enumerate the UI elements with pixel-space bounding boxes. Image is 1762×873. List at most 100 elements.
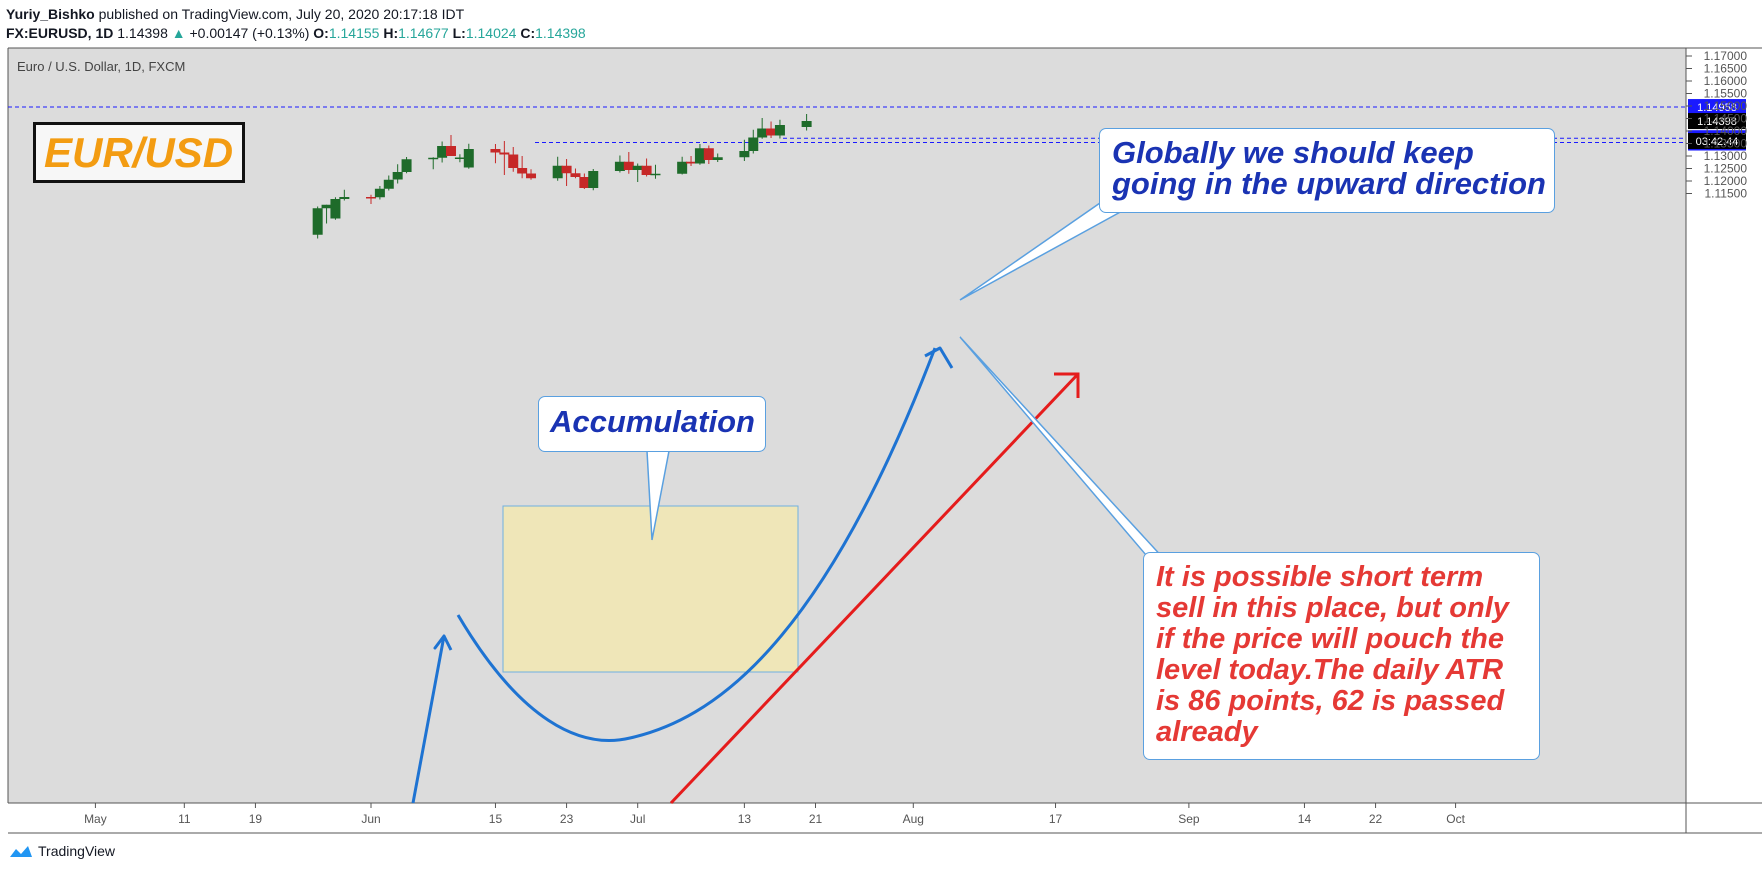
price-tick-label: 1.11500 (1705, 187, 1748, 201)
tradingview-logo[interactable]: TradingView (6, 843, 115, 859)
last-price-tag (1688, 113, 1746, 130)
high-value: 1.14677 (398, 25, 449, 41)
candle-body (686, 161, 697, 164)
price-tick-label: 1.14000 (1704, 124, 1748, 138)
candle[interactable] (437, 141, 448, 163)
candle[interactable] (614, 155, 625, 173)
candle[interactable] (757, 118, 768, 139)
candle-body (588, 171, 599, 188)
curve-arrowhead (924, 346, 954, 369)
price-tick-label: 1.12500 (1704, 162, 1748, 176)
open-label: O: (313, 25, 329, 41)
candle-body (614, 161, 625, 171)
impulse-arrow[interactable] (411, 634, 453, 804)
candle-body (401, 159, 412, 172)
candle[interactable] (330, 197, 341, 220)
candle[interactable] (366, 194, 376, 204)
candle[interactable] (686, 156, 697, 166)
countdown-tag-label: 03:42:44 (1696, 136, 1739, 148)
candle[interactable] (392, 164, 403, 184)
countdown-tag (1688, 133, 1746, 150)
candle[interactable] (748, 129, 759, 154)
candle[interactable] (499, 141, 510, 175)
logo-text: TradingView (38, 843, 116, 859)
candle[interactable] (463, 143, 474, 169)
accumulation-callout[interactable]: Accumulation (538, 396, 766, 452)
time-tick-label: 14 (1298, 812, 1312, 826)
rounding-bottom-curve[interactable] (456, 347, 937, 742)
candle[interactable] (632, 163, 643, 183)
price-axis[interactable]: 1.170001.165001.160001.155001.150001.145… (1686, 49, 1747, 201)
short-line-5: is 86 points, 62 is passed (1156, 685, 1505, 717)
candle-body (339, 197, 350, 199)
candle-body (712, 157, 723, 160)
candle[interactable] (552, 156, 563, 181)
symbol-title-box[interactable]: EUR/USD (33, 122, 245, 183)
candle[interactable] (312, 206, 323, 239)
accumulation-zone[interactable] (502, 505, 799, 673)
candle[interactable] (774, 119, 785, 139)
candle[interactable] (383, 175, 394, 191)
candle[interactable] (339, 189, 350, 201)
candle-body (570, 173, 581, 177)
candle-body (757, 128, 768, 138)
candle[interactable] (490, 144, 501, 164)
time-tick-label: 22 (1369, 812, 1383, 826)
candle-body (677, 161, 688, 174)
publish-text: published on TradingView.com, July 20, 2… (98, 6, 465, 22)
candle[interactable] (801, 114, 812, 131)
candle[interactable] (321, 204, 332, 224)
globally-callout[interactable]: Globally we should keep going in the upw… (1099, 128, 1555, 213)
symbol-label[interactable]: FX:EURUSD, 1D (6, 25, 114, 41)
candle-body (383, 179, 394, 189)
candle-body (392, 172, 403, 180)
globally-line-1: Globally we should keep (1112, 135, 1474, 170)
candle[interactable] (641, 158, 652, 177)
candle[interactable] (428, 157, 439, 170)
candle[interactable] (650, 164, 661, 179)
time-tick-label: 13 (738, 812, 752, 826)
candle-body (463, 149, 474, 168)
price-tick-label: 1.17000 (1704, 49, 1748, 63)
candle[interactable] (677, 156, 688, 175)
candle[interactable] (766, 121, 777, 139)
red-trend-arrow[interactable] (669, 372, 1080, 805)
change-arrow-icon: ▲ (171, 25, 186, 41)
candle[interactable] (526, 169, 537, 180)
short-line-2: sell in this place, but only (1156, 592, 1509, 624)
candle[interactable] (508, 147, 519, 172)
candle-body (499, 152, 510, 155)
candle[interactable] (570, 168, 581, 179)
candle[interactable] (579, 173, 590, 190)
short-line-3: if the price will pouch the (1156, 623, 1505, 655)
candle[interactable] (623, 152, 634, 174)
short-term-callout[interactable]: It is possible short term sell in this p… (1143, 552, 1540, 760)
candle[interactable] (703, 145, 714, 165)
candle[interactable] (739, 139, 750, 161)
time-tick-label: 17 (1049, 812, 1063, 826)
candle[interactable] (517, 156, 528, 179)
candle[interactable] (374, 186, 385, 200)
time-axis[interactable]: May 11 19 Jun 15 23 Jul 13 21 Aug 17 Sep 14 22 Oct (84, 803, 1466, 826)
low-value: 1.14024 (465, 25, 517, 41)
red-arrowhead (1054, 372, 1080, 398)
candle[interactable] (446, 135, 457, 156)
time-tick-label: 15 (489, 812, 503, 826)
price-tick-label: 1.15000 (1704, 99, 1748, 113)
last-price: 1.14398 (117, 25, 168, 41)
time-tick-label: 21 (809, 812, 823, 826)
candle[interactable] (712, 153, 723, 163)
candle[interactable] (694, 144, 705, 165)
candle[interactable] (401, 157, 412, 174)
candle[interactable] (454, 154, 465, 163)
candle[interactable] (561, 159, 572, 186)
candle[interactable] (588, 169, 599, 191)
short-line-4: level today.The daily ATR (1156, 654, 1504, 686)
globally-line-2: going in the upward direction (1112, 166, 1546, 201)
high-label: H: (383, 25, 399, 41)
candle-body (321, 204, 332, 209)
header-publish-line: Yuriy_Bishko published on TradingView.co… (6, 6, 464, 22)
price-tick-label: 1.13500 (1704, 137, 1748, 151)
author-name[interactable]: Yuriy_Bishko (6, 6, 95, 22)
candle-body (703, 148, 714, 160)
